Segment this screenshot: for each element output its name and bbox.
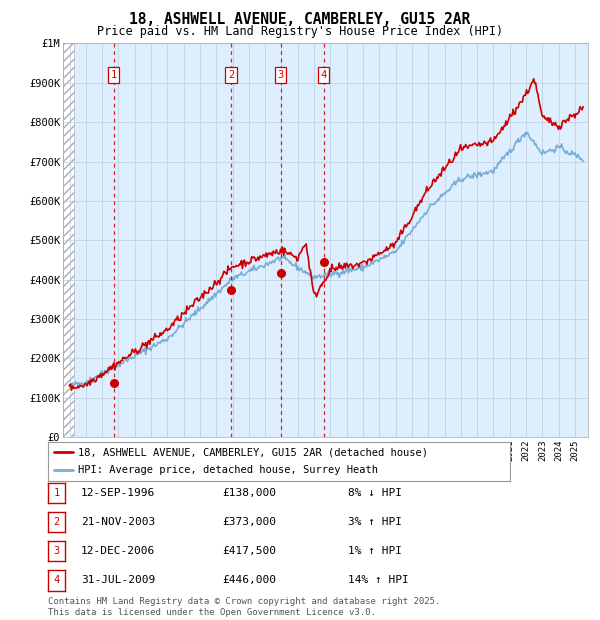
Text: Price paid vs. HM Land Registry's House Price Index (HPI): Price paid vs. HM Land Registry's House … <box>97 25 503 38</box>
Text: 12-DEC-2006: 12-DEC-2006 <box>81 546 155 556</box>
Text: 3: 3 <box>278 70 284 80</box>
Text: 2: 2 <box>228 70 234 80</box>
Text: Contains HM Land Registry data © Crown copyright and database right 2025.
This d: Contains HM Land Registry data © Crown c… <box>48 598 440 617</box>
Text: £446,000: £446,000 <box>222 575 276 585</box>
Text: 12-SEP-1996: 12-SEP-1996 <box>81 488 155 498</box>
Text: 4: 4 <box>320 70 326 80</box>
Text: £417,500: £417,500 <box>222 546 276 556</box>
Text: 3: 3 <box>53 546 59 556</box>
Text: 21-NOV-2003: 21-NOV-2003 <box>81 517 155 527</box>
Text: 8% ↓ HPI: 8% ↓ HPI <box>348 488 402 498</box>
Text: 18, ASHWELL AVENUE, CAMBERLEY, GU15 2AR: 18, ASHWELL AVENUE, CAMBERLEY, GU15 2AR <box>130 12 470 27</box>
Text: 1: 1 <box>53 488 59 498</box>
Text: 4: 4 <box>53 575 59 585</box>
Text: £373,000: £373,000 <box>222 517 276 527</box>
Text: £138,000: £138,000 <box>222 488 276 498</box>
Text: 1% ↑ HPI: 1% ↑ HPI <box>348 546 402 556</box>
Text: 2: 2 <box>53 517 59 527</box>
Text: 31-JUL-2009: 31-JUL-2009 <box>81 575 155 585</box>
Text: 1: 1 <box>110 70 117 80</box>
Text: HPI: Average price, detached house, Surrey Heath: HPI: Average price, detached house, Surr… <box>78 465 378 475</box>
Text: 14% ↑ HPI: 14% ↑ HPI <box>348 575 409 585</box>
Text: 18, ASHWELL AVENUE, CAMBERLEY, GU15 2AR (detached house): 18, ASHWELL AVENUE, CAMBERLEY, GU15 2AR … <box>78 448 428 458</box>
Text: 3% ↑ HPI: 3% ↑ HPI <box>348 517 402 527</box>
